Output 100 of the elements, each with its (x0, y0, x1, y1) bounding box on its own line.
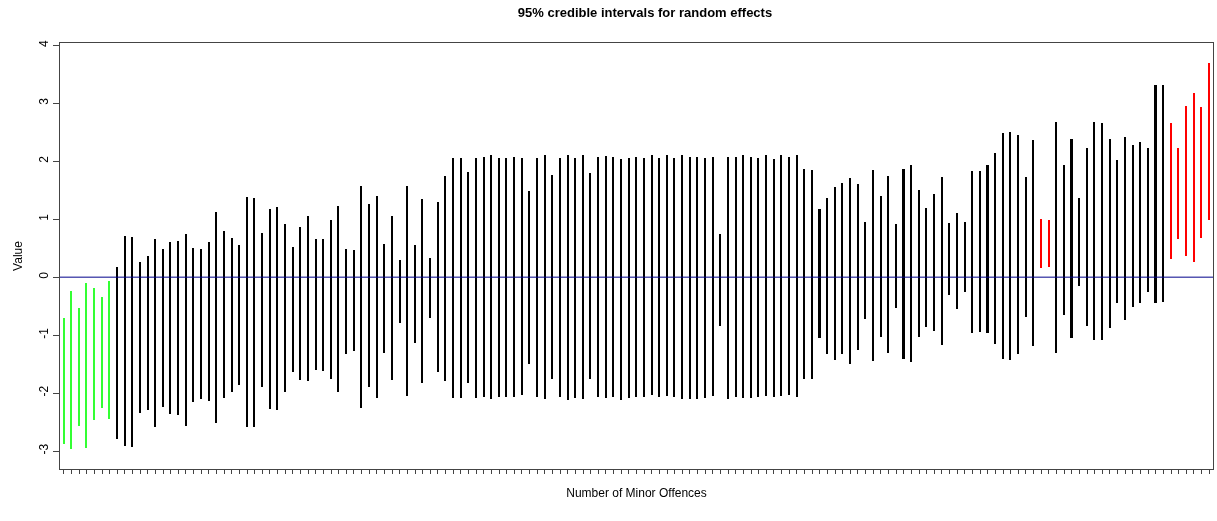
bar (78, 308, 80, 426)
bar (292, 247, 294, 372)
bar (971, 171, 973, 333)
bar (1009, 132, 1011, 360)
bar (368, 204, 370, 387)
bar (93, 288, 95, 420)
bar (681, 155, 683, 399)
bar (574, 158, 576, 398)
bar (551, 175, 553, 379)
bar (70, 291, 72, 449)
bar (857, 184, 859, 350)
bar (1070, 139, 1073, 338)
bar (788, 157, 790, 395)
bar (620, 159, 622, 400)
bar (360, 186, 362, 408)
bar (490, 155, 492, 399)
bar (353, 250, 355, 351)
bar (276, 207, 278, 410)
bar (933, 194, 935, 331)
bar (513, 157, 515, 397)
y-tick-label: 1 (37, 213, 52, 221)
y-tick-label: -3 (37, 443, 52, 455)
bar (704, 158, 706, 398)
bar (826, 198, 828, 354)
y-tick-label: 2 (37, 155, 52, 163)
bar (460, 158, 462, 398)
bar (589, 173, 591, 379)
bar (1017, 135, 1019, 354)
y-tick-label: 0 (37, 271, 52, 279)
bar (1093, 122, 1095, 340)
bar (1040, 219, 1042, 268)
bar (742, 155, 744, 398)
bar (872, 170, 874, 361)
bar (956, 213, 958, 309)
bar (444, 176, 446, 381)
bar (544, 155, 546, 399)
bar (567, 155, 569, 400)
bar (605, 156, 607, 398)
bar (910, 165, 912, 362)
bar (1078, 198, 1080, 286)
y-tick-label: 3 (37, 97, 52, 105)
bar (750, 157, 752, 398)
bar (383, 244, 385, 353)
bar (658, 158, 660, 397)
bar (918, 190, 920, 337)
bar (147, 256, 149, 410)
bar (895, 224, 897, 308)
bar (887, 176, 889, 353)
bar (994, 153, 996, 344)
bar (284, 224, 286, 392)
bar (948, 223, 950, 295)
bar (421, 199, 423, 383)
bar (483, 157, 485, 397)
bar (880, 196, 882, 337)
bar (200, 249, 202, 399)
y-tick-label: 4 (37, 39, 52, 47)
bar (536, 158, 538, 397)
bar (399, 260, 401, 323)
y-tick-label: -2 (37, 385, 52, 397)
bar (185, 234, 187, 426)
bar (612, 157, 614, 397)
bar (528, 191, 530, 364)
bar (521, 158, 523, 395)
bar (391, 216, 393, 380)
bar (116, 267, 118, 439)
bar (1025, 177, 1027, 317)
bar (467, 172, 469, 383)
bar (757, 158, 759, 397)
bar (223, 231, 225, 398)
bar (979, 171, 981, 332)
bar (727, 157, 729, 399)
bar (559, 158, 561, 397)
bar (131, 237, 133, 447)
bar (437, 202, 439, 372)
bar (1002, 133, 1004, 359)
bar (1116, 160, 1118, 303)
bar (246, 197, 248, 427)
bar (712, 157, 714, 396)
bar (818, 209, 821, 338)
bar (169, 242, 171, 414)
bar (1185, 106, 1187, 256)
bar (635, 157, 637, 397)
bar (1101, 123, 1103, 340)
bar (124, 236, 126, 446)
bar (269, 209, 271, 409)
bar (773, 159, 775, 397)
y-tick-label: -1 (37, 327, 52, 339)
bar (986, 165, 989, 333)
bar (796, 155, 798, 397)
bar (696, 157, 698, 399)
bar (85, 283, 87, 448)
bar (238, 245, 240, 385)
bar (330, 220, 332, 379)
bar (63, 318, 65, 444)
bar (902, 169, 905, 359)
bar (253, 198, 255, 427)
bar (231, 238, 233, 392)
bar (315, 239, 317, 370)
bar (1200, 107, 1202, 238)
bar (101, 297, 103, 408)
